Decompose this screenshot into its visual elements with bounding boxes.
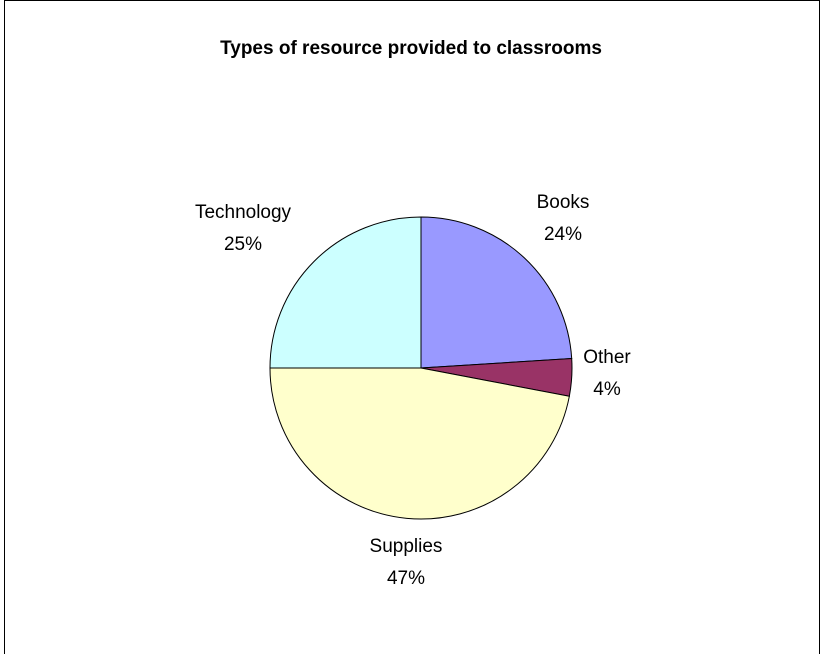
slice-label-technology: Technology <box>195 202 292 223</box>
slice-label-supplies: Supplies <box>370 536 443 557</box>
slice-label-other: Other <box>583 347 631 368</box>
slice-percent-supplies: 47% <box>387 568 425 589</box>
pie-slice-books <box>420 216 573 369</box>
slice-label-books: Books <box>537 192 590 213</box>
pie-slice-supplies <box>269 367 570 520</box>
slice-percent-other: 4% <box>593 379 621 400</box>
slice-percent-books: 24% <box>544 224 582 245</box>
slice-percent-technology: 25% <box>224 234 262 255</box>
pie-slice-technology <box>269 216 422 369</box>
chart-title: Types of resource provided to classrooms <box>220 38 602 59</box>
